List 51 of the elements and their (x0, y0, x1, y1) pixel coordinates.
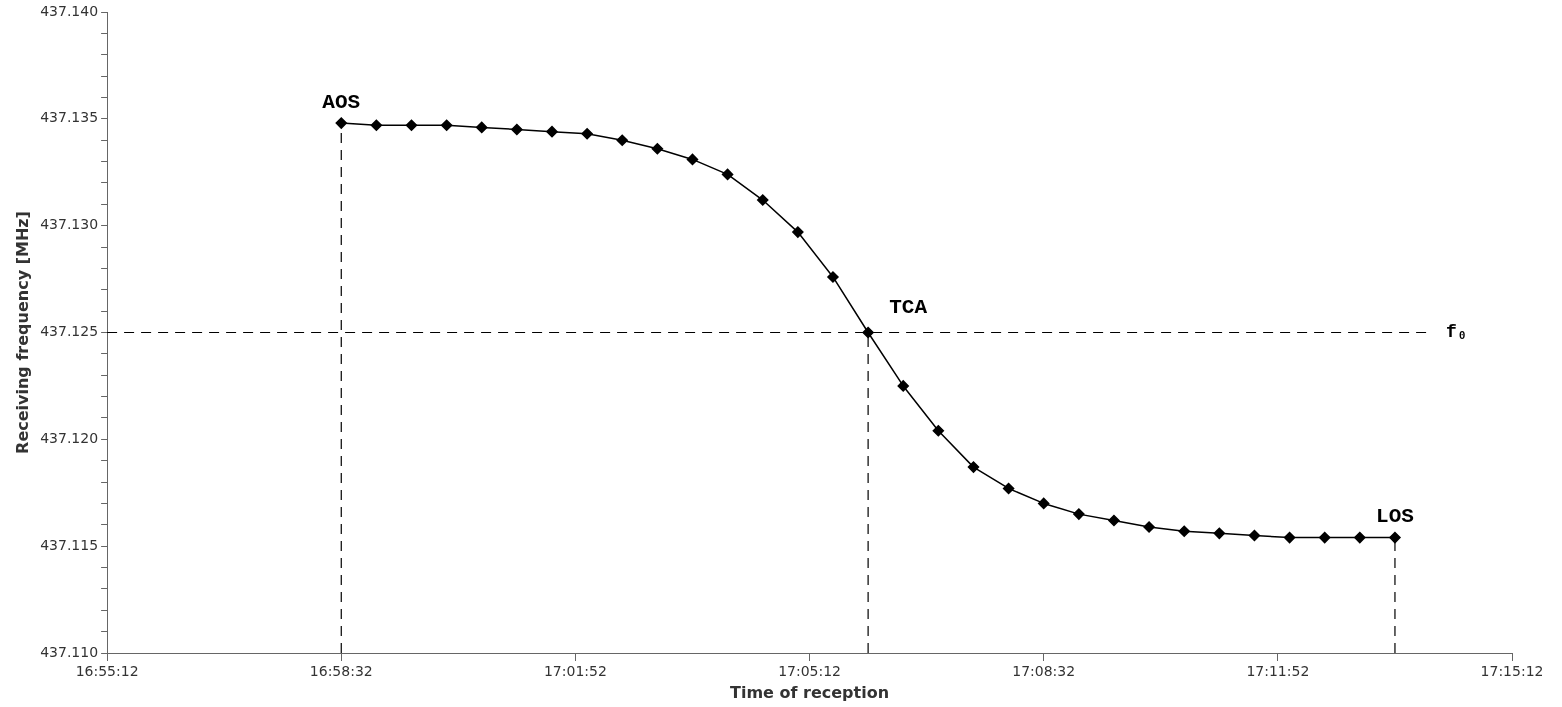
x-axis-title: Time of reception (730, 682, 890, 702)
point (862, 326, 874, 339)
y-tick-label: 437.115 (40, 536, 99, 553)
point (827, 271, 839, 283)
x-tick-label: 17:01:52 (543, 663, 607, 680)
annotation: AOS (322, 90, 361, 114)
point (1037, 497, 1050, 510)
annotation: TCA (889, 296, 928, 320)
y-tick-label: 437.135 (40, 109, 99, 126)
point (1178, 525, 1190, 537)
ref-line-label: f₀ (1446, 322, 1468, 343)
point (405, 119, 418, 131)
point (1354, 531, 1366, 544)
point (932, 425, 945, 437)
point (335, 117, 348, 129)
point (581, 128, 593, 140)
x-tick-label: 16:58:32 (309, 663, 373, 680)
point (897, 380, 909, 392)
x-tick-label: 17:11:52 (1246, 663, 1310, 680)
y-axis-title: Receiving frequency [MHz] (12, 211, 32, 454)
point (967, 461, 980, 473)
x-tick-label: 16:55:12 (75, 663, 139, 680)
point (440, 119, 453, 131)
point (1143, 521, 1155, 533)
point (1002, 482, 1015, 495)
point (686, 153, 699, 166)
point (475, 121, 488, 134)
point (616, 134, 628, 146)
point (1389, 531, 1401, 544)
y-tick-label: 437.140 (40, 2, 99, 19)
y-tick-label: 437.125 (40, 323, 99, 340)
annotation: LOS (1376, 505, 1414, 529)
point (721, 168, 734, 181)
point (756, 194, 769, 206)
y-tick-label: 437.110 (40, 643, 99, 660)
x-tick-label: 17:05:12 (778, 663, 842, 680)
x-tick-label: 17:08:32 (1012, 663, 1076, 680)
point (370, 119, 383, 131)
point (651, 143, 664, 155)
point (1108, 514, 1120, 527)
point (511, 123, 523, 136)
point (546, 125, 558, 138)
point (1318, 531, 1331, 544)
point (1283, 531, 1296, 544)
point (1073, 508, 1085, 520)
y-tick-label: 437.120 (40, 429, 99, 446)
point (1248, 529, 1261, 542)
x-tick-label: 17:15:12 (1480, 663, 1544, 680)
point (792, 226, 804, 238)
point (1213, 527, 1226, 540)
y-tick-label: 437.130 (40, 216, 99, 233)
